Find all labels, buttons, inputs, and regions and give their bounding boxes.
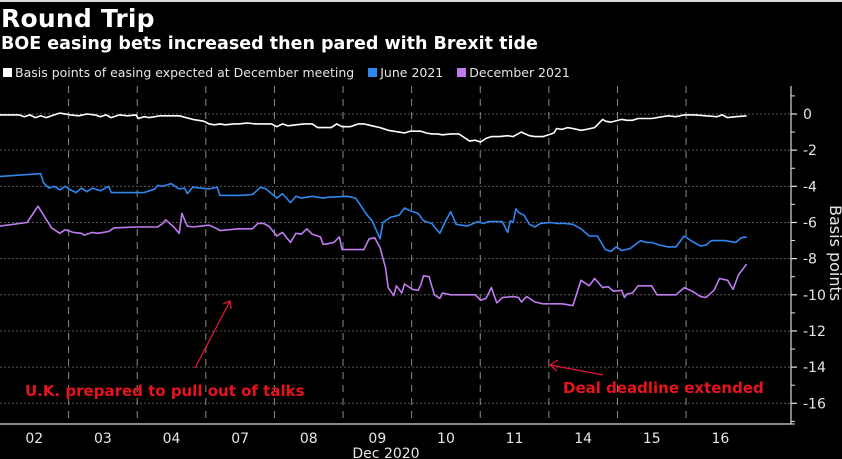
x-tick-label: 14 [574, 431, 592, 447]
x-axis-title: Dec 2020 [352, 446, 419, 459]
series-lines [0, 112, 748, 307]
grid [0, 86, 791, 424]
x-tick-label: 07 [231, 431, 249, 447]
legend-label: December 2021 [469, 65, 570, 80]
y-tick-label: -16 [803, 396, 826, 412]
legend-swatch-white [3, 68, 12, 77]
annotation-label: U.K. prepared to pull out of talks [25, 382, 305, 400]
x-tick-label: 02 [25, 431, 43, 447]
top-rule [0, 0, 842, 2]
y-tick-label: -12 [803, 324, 826, 340]
annotation-label: Deal deadline extended [563, 379, 764, 397]
axes: 0 -2 -4 -6 -8 -10 -12 -14 -16 02 03 04 07 08 09 10 11 14 1… [0, 86, 842, 459]
x-tick-label: 09 [368, 431, 386, 447]
y-tick-label: -8 [803, 252, 817, 268]
x-tick-label: 16 [711, 431, 729, 447]
annotation-arrow [549, 364, 604, 376]
y-tick-label: -10 [803, 288, 826, 304]
x-tick-label: 08 [300, 431, 318, 447]
annotation-arrow [194, 300, 231, 369]
x-tick-label: 10 [437, 431, 455, 447]
series-line-june-2021 [0, 172, 747, 253]
legend-item-december-meeting: Basis points of easing expected at Decem… [3, 65, 354, 80]
y-tick-label: -6 [803, 215, 817, 231]
x-tick-label: 04 [163, 431, 181, 447]
x-tick-label: 03 [94, 431, 112, 447]
series-line-december-2021 [0, 205, 748, 307]
legend-swatch-purple [457, 68, 467, 77]
legend-label: Basis points of easing expected at Decem… [15, 65, 355, 80]
series-line-december-meeting [0, 112, 747, 143]
y-tick-label: 0 [803, 107, 812, 123]
chart-title: Round Trip [1, 4, 155, 33]
arrowhead-icon [222, 300, 232, 310]
chart-subtitle: BOE easing bets increased then pared wit… [1, 34, 538, 54]
y-axis-title: Basis points [826, 205, 842, 301]
y-tick-label: -4 [803, 179, 817, 195]
legend-item-december-2021: December 2021 [457, 65, 570, 80]
legend-label: June 2021 [380, 65, 444, 80]
y-tick-label: -2 [803, 143, 817, 159]
annotations: U.K. prepared to pull out of talks Deal d… [25, 300, 764, 400]
legend: Basis points of easing expected at Decem… [3, 65, 570, 80]
y-tick-label: -14 [803, 360, 826, 376]
x-tick-label: 11 [506, 431, 524, 447]
arrowhead-icon [548, 359, 559, 372]
legend-swatch-blue [368, 68, 378, 77]
legend-item-june-2021: June 2021 [368, 65, 443, 80]
x-tick-label: 15 [643, 431, 661, 447]
